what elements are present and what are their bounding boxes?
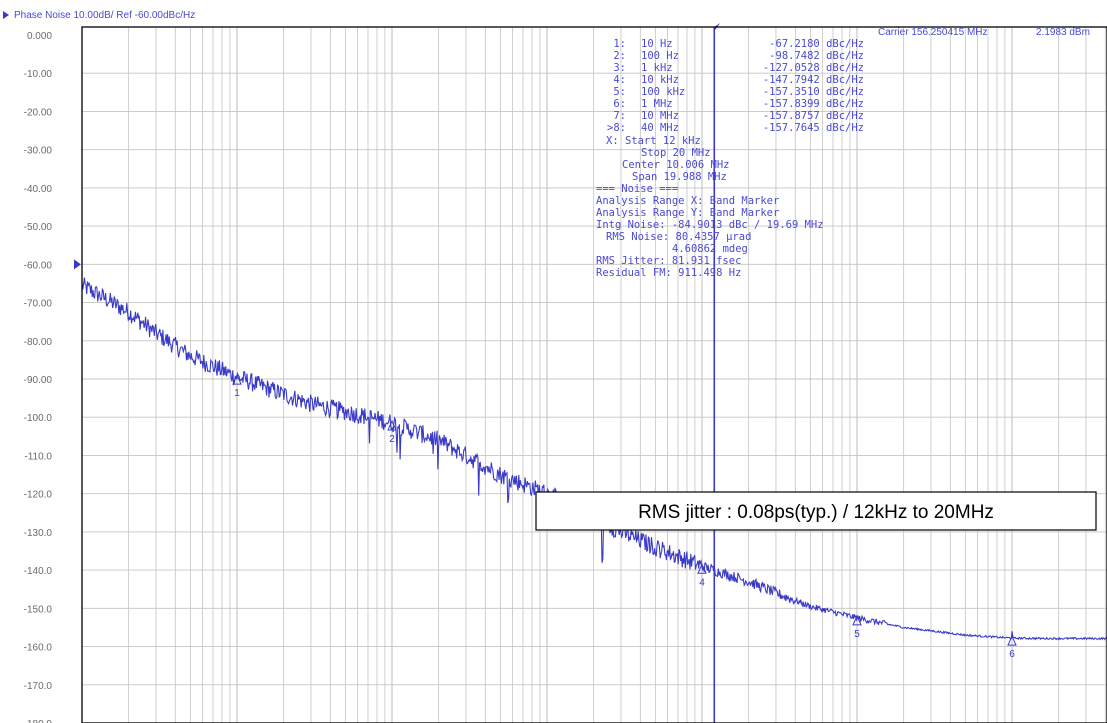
marker-label: 4 — [699, 577, 705, 588]
readout-marker-value: -157.7645 dBc/Hz — [763, 122, 864, 134]
readout-marker-value: -157.8757 dBc/Hz — [763, 110, 864, 122]
readout-marker-freq: 100 Hz — [641, 50, 679, 62]
y-tick-label: -30.00 — [24, 146, 53, 157]
frame — [81, 26, 1107, 723]
y-tick-label: -80.00 — [24, 337, 53, 348]
marker-label: 2 — [389, 434, 395, 445]
readout-marker-freq: 10 kHz — [641, 74, 679, 86]
readout-marker-index: 5: — [613, 86, 626, 98]
y-tick-label: -100.0 — [24, 413, 53, 424]
readout-noise-line: RMS Noise: 80.4357 µrad — [606, 231, 751, 243]
readout-marker-index: 2: — [613, 50, 626, 62]
readout-noise-line: === Noise === — [596, 183, 678, 195]
readout-marker-freq: 10 Hz — [641, 38, 673, 50]
y-tick-label: -70.00 — [24, 299, 53, 310]
readout-marker-freq: 10 MHz — [641, 110, 679, 122]
readout-noise-line: Intg Noise: -84.9013 dBc / 19.69 MHz — [596, 219, 824, 231]
carrier-level: 2.1983 dBm — [1036, 27, 1090, 38]
readout-marker-freq: 100 kHz — [641, 86, 685, 98]
rms-jitter-callout: RMS jitter : 0.08ps(typ.) / 12kHz to 20M… — [638, 502, 994, 523]
readout-marker-value: -98.7482 dBc/Hz — [769, 50, 864, 62]
y-tick-label: -10.00 — [24, 69, 53, 80]
readout-marker-value: -157.8399 dBc/Hz — [763, 98, 864, 110]
carrier-label: Carrier 156.250415 MHz — [878, 27, 988, 38]
readout-marker-index: 4: — [613, 74, 626, 86]
callout-box: RMS jitter : 0.08ps(typ.) / 12kHz to 20M… — [535, 491, 1097, 531]
chart-title: Phase Noise 10.00dB/ Ref -60.00dBc/Hz — [14, 10, 195, 21]
y-tick-label: -150.0 — [24, 604, 53, 615]
readout-marker-value: -147.7942 dBc/Hz — [763, 74, 864, 86]
readout-marker-index: 7: — [613, 110, 626, 122]
marker-label: 1 — [234, 388, 240, 399]
y-tick-label: 0.000 — [27, 31, 52, 42]
y-axis-ticks: 0.000 -10.00 -20.00 -30.00 -40.00 -50.00 -60.0… — [24, 31, 81, 723]
readout-marker-index: 6: — [613, 98, 626, 110]
readout-noise-line: Analysis Range X: Band Marker — [596, 195, 779, 207]
readout-marker-value: -127.0528 dBc/Hz — [763, 62, 864, 74]
ref-level-arrow-icon — [74, 259, 81, 270]
phase-noise-trace — [81, 277, 1107, 641]
readout-noise-line: RMS Jitter: 81.931 fsec — [596, 255, 741, 267]
y-tick-label: -60.00 — [24, 260, 53, 271]
readout-marker-index: 3: — [613, 62, 626, 74]
readout-marker-freq: 40 MHz — [641, 122, 679, 134]
y-tick-label: -180.0 — [24, 719, 53, 723]
readout-marker-freq: 1 kHz — [641, 62, 673, 74]
y-tick-label: -110.0 — [24, 451, 52, 462]
readout-span-line: Span 19.988 MHz — [632, 171, 727, 183]
readout-noise-line: 4.60862 mdeg — [672, 243, 748, 255]
marker-triangle-icon — [232, 373, 242, 385]
marker-label: 5 — [854, 629, 860, 640]
y-tick-label: -130.0 — [24, 528, 53, 539]
readout-span-line: X: Start 12 kHz — [606, 135, 701, 147]
readout-span-line: Center 10.006 MHz — [622, 159, 729, 171]
marker-triangle-icon — [697, 563, 707, 574]
readout-noise-line: Analysis Range Y: Band Marker — [596, 207, 779, 219]
trace-group — [81, 277, 1107, 641]
readout-span-line: Stop 20 MHz — [641, 147, 711, 159]
y-tick-label: -90.00 — [24, 375, 53, 386]
y-tick-label: -140.0 — [24, 566, 53, 577]
y-tick-label: -40.00 — [24, 184, 53, 195]
readout-marker-index: 1: — [613, 38, 626, 50]
marker-triangle-icon — [1007, 634, 1017, 646]
marker-triangle-icon — [852, 614, 862, 626]
readout-marker-value: -67.2180 dBc/Hz — [769, 38, 864, 50]
title-arrow-icon — [3, 11, 9, 19]
marker-readout: 1: 10 Hz -67.2180 dBc/Hz 2: 100 Hz -98.7482 d… — [596, 38, 864, 279]
marker-label: 6 — [1009, 649, 1015, 660]
marker-triangle-icon — [387, 419, 397, 431]
readout-marker-value: -157.3510 dBc/Hz — [763, 86, 864, 98]
y-tick-label: -160.0 — [24, 643, 53, 654]
y-tick-label: -120.0 — [24, 490, 53, 501]
readout-marker-index: >8: — [607, 122, 626, 134]
y-tick-label: -50.00 — [24, 222, 53, 233]
grid — [81, 27, 1107, 723]
readout-noise-line: Residual FM: 911.498 Hz — [596, 267, 741, 279]
y-tick-label: -20.00 — [24, 107, 53, 118]
readout-marker-freq: 1 MHz — [641, 98, 673, 110]
y-tick-label: -170.0 — [24, 681, 53, 692]
